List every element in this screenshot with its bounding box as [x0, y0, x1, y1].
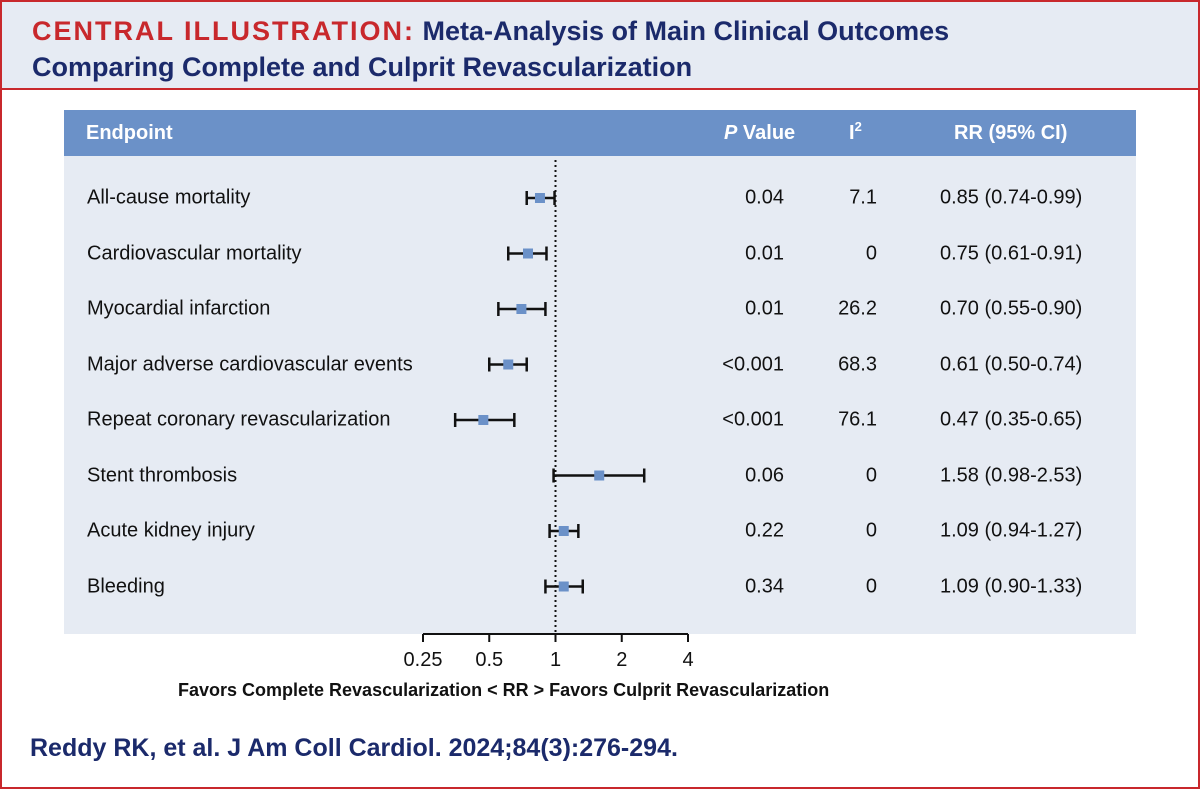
row-endpoint: All-cause mortality	[87, 186, 251, 209]
citation: Reddy RK, et al. J Am Coll Cardiol. 2024…	[30, 734, 678, 762]
table-header: Endpoint P Value I2 RR (95% CI)	[64, 110, 1136, 156]
point-estimate-marker	[558, 526, 569, 536]
row-rr: 1.58 (0.98-2.53)	[940, 464, 1083, 486]
header-rr: RR (95% CI)	[954, 122, 1068, 144]
row-rr: 0.75 (0.61-0.91)	[940, 242, 1083, 264]
point-estimate-marker	[516, 304, 527, 314]
row-p-value: <0.001	[722, 408, 784, 431]
header-p-value: P Value	[724, 122, 795, 145]
row-i2: 0	[865, 464, 877, 486]
x-tick-label: 2	[616, 649, 627, 671]
central-illustration-label: CENTRAL ILLUSTRATION:	[32, 16, 415, 46]
row-endpoint: Bleeding	[87, 575, 165, 597]
title-banner: CENTRAL ILLUSTRATION: Meta-Analysis of M…	[2, 2, 1198, 90]
point-estimate-marker	[478, 415, 489, 425]
row-i2: 26.2	[838, 297, 877, 320]
x-tick-label: 4	[682, 649, 693, 671]
row-rr: 1.09 (0.90-1.33)	[940, 575, 1083, 597]
x-axis-label: Favors Complete Revascularization < RR >…	[178, 680, 830, 700]
title-line-1: CENTRAL ILLUSTRATION: Meta-Analysis of M…	[32, 16, 949, 47]
title-line-2: Comparing Complete and Culprit Revascula…	[32, 52, 693, 82]
row-p-value: 0.01	[745, 242, 784, 264]
row-i2: 68.3	[838, 353, 877, 375]
point-estimate-marker	[558, 581, 569, 592]
row-rr: 0.70 (0.55-0.90)	[940, 297, 1083, 320]
point-estimate-marker	[503, 359, 514, 370]
title-text-1: Meta-Analysis of Main Clinical Outcomes	[422, 16, 950, 46]
header-i2: I2	[849, 119, 862, 145]
row-p-value: 0.04	[745, 186, 784, 209]
row-p-value: 0.01	[745, 297, 784, 320]
row-i2: 0	[865, 242, 877, 264]
row-i2: 0	[865, 575, 877, 597]
row-endpoint: Acute kidney injury	[87, 519, 255, 542]
row-p-value: <0.001	[722, 353, 784, 375]
point-estimate-marker	[594, 470, 605, 481]
row-endpoint: Stent thrombosis	[87, 464, 238, 486]
header-p-label: Value	[742, 122, 796, 144]
forest-plot-panel	[64, 110, 1136, 634]
row-endpoint: Myocardial infarction	[87, 297, 271, 320]
row-rr: 0.61 (0.50-0.74)	[940, 353, 1083, 375]
row-endpoint: Major adverse cardiovascular events	[87, 353, 413, 375]
row-rr: 0.85 (0.74-0.99)	[940, 186, 1083, 209]
row-i2: 0	[865, 519, 877, 542]
row-endpoint: Repeat coronary revascularization	[87, 408, 391, 431]
header-endpoint: Endpoint	[86, 122, 173, 144]
row-rr: 1.09 (0.94-1.27)	[940, 519, 1083, 542]
header-p-italic: P	[724, 122, 738, 144]
point-estimate-marker	[523, 248, 534, 259]
x-tick-label: 0.25	[404, 649, 443, 671]
row-i2: 7.1	[849, 186, 877, 209]
header-i2-base: I	[849, 122, 855, 144]
point-estimate-marker	[534, 193, 545, 203]
row-p-value: 0.34	[745, 575, 784, 597]
row-rr: 0.47 (0.35-0.65)	[940, 408, 1083, 431]
row-p-value: 0.22	[745, 519, 784, 542]
x-tick-label: 0.5	[475, 649, 503, 671]
x-tick-label: 1	[550, 649, 561, 671]
row-endpoint: Cardiovascular mortality	[87, 242, 302, 264]
row-p-value: 0.06	[745, 464, 784, 486]
header-i2-sup: 2	[854, 119, 862, 134]
row-i2: 76.1	[838, 408, 877, 431]
